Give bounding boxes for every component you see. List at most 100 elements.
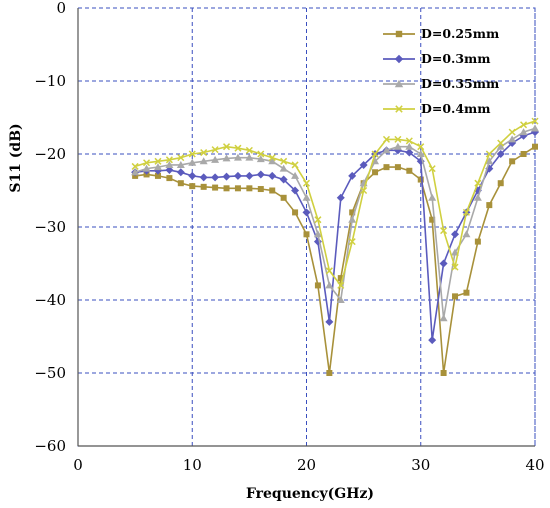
data-point [314,282,321,289]
data-point [508,135,517,143]
data-point [508,128,516,136]
data-point [154,172,161,179]
data-point [520,151,527,157]
data-point [372,169,379,176]
data-point [200,149,208,157]
data-point [188,171,197,180]
data-point [177,180,184,187]
data-point [303,231,310,238]
data-point [348,238,356,246]
data-point [189,183,196,190]
data-point [451,230,460,239]
data-point [233,153,242,161]
data-point [393,142,402,150]
data-point [496,150,505,158]
legend-item: D=0.4mm [383,101,491,116]
data-point [233,171,242,180]
data-point [349,209,356,216]
data-point [211,173,220,182]
data-point [519,128,528,136]
data-point [302,179,311,187]
data-point [165,160,174,168]
data-point [314,216,322,224]
x-tick-label: 30 [411,456,430,474]
data-point [405,142,414,150]
data-point [177,154,185,162]
legend-label: D=0.3mm [421,51,491,66]
legend-marker [394,54,404,64]
data-point [176,168,185,177]
legend-label: D=0.25mm [421,26,499,41]
data-point [474,238,481,245]
data-point [359,160,368,169]
data-point [165,166,174,175]
data-point [531,117,539,125]
data-point [280,194,287,201]
data-point [291,161,299,169]
data-point [462,208,470,216]
data-point [131,168,140,176]
data-point [336,193,345,202]
data-point [279,175,288,184]
data-point [485,157,494,165]
data-point [360,186,368,195]
data-point [394,135,402,143]
data-point [153,163,162,171]
data-point [440,227,448,235]
y-axis-title: S11 (dB) [8,123,24,192]
y-tick-label: −60 [34,437,66,455]
x-axis-title: Frequency(GHz) [246,486,374,502]
data-point [429,216,436,223]
series-line [134,120,536,288]
data-point [245,171,254,180]
data-point [337,275,344,282]
legend-item: D=0.3mm [383,51,491,66]
y-tick-label: −20 [34,145,66,163]
data-point [234,144,242,152]
legend-label: D=0.4mm [421,101,491,116]
data-point [291,186,300,195]
data-point [531,124,539,132]
data-point [223,185,230,192]
data-point [406,167,413,174]
data-point [497,180,504,187]
data-point [200,183,207,190]
data-point [485,150,493,158]
data-point [302,193,311,201]
data-point [532,143,538,150]
data-point [348,171,357,180]
data-point [143,159,151,167]
series-D=0.4mm [131,117,539,289]
data-point [336,296,345,303]
data-point [451,263,459,271]
data-point [302,208,311,217]
data-point [292,209,299,216]
data-point [257,186,264,193]
data-point [154,157,162,165]
data-point [234,185,241,192]
data-point [176,160,185,168]
data-point [405,148,414,157]
data-point [462,230,471,238]
data-point [509,158,516,165]
data-point [326,370,333,376]
data-point [131,162,139,170]
data-point [520,121,528,129]
data-point [256,170,265,179]
legend: D=0.25mm D=0.3mm D=0.35mm D=0.4mm [383,26,499,116]
data-point [473,193,482,201]
data-point [222,172,231,181]
data-point [222,154,231,162]
y-tick-label: −40 [34,291,66,309]
data-point [474,179,482,187]
data-point [496,142,505,150]
x-tick-labels: 0 10 20 30 40 [73,456,544,474]
data-point [439,314,448,322]
data-point [268,157,277,165]
data-point [269,187,276,194]
series-group [131,117,539,376]
data-point [142,164,151,172]
data-point [325,267,333,275]
data-point [257,150,265,158]
data-point [212,184,219,191]
